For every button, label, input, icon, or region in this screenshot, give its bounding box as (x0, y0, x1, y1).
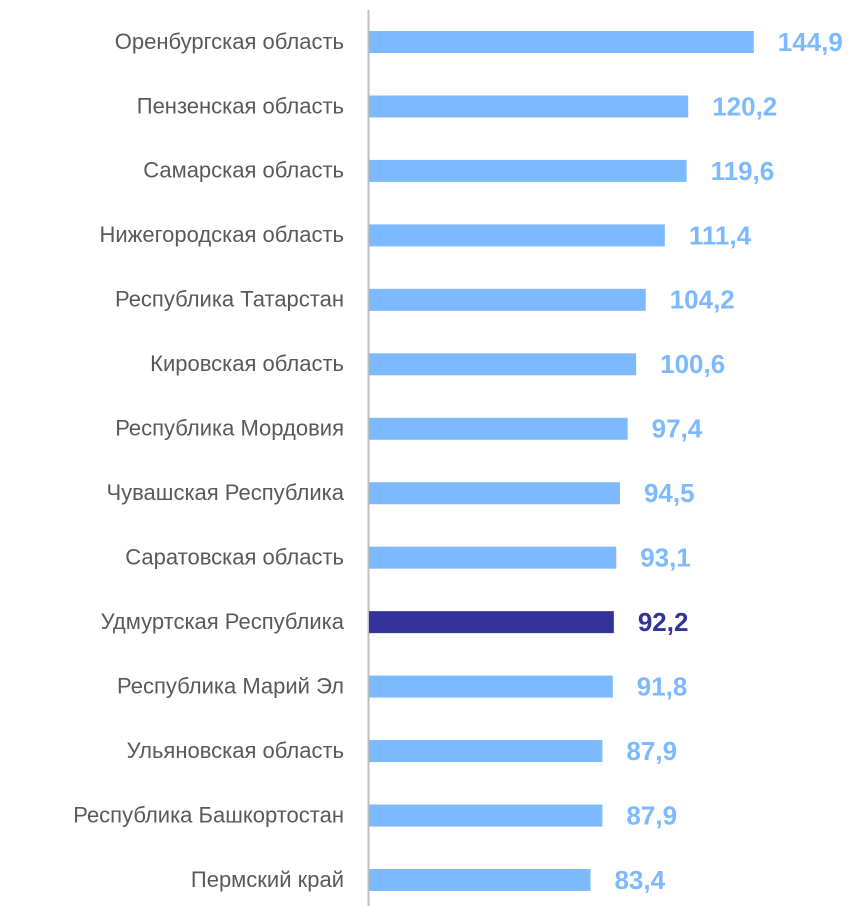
category-label: Пермский край (191, 867, 344, 892)
value-label: 120,2 (712, 91, 777, 121)
bar (369, 804, 603, 827)
category-label: Республика Марий Эл (117, 673, 344, 698)
value-label: 91,8 (637, 671, 688, 701)
value-label: 104,2 (670, 285, 735, 315)
category-label: Саратовская область (125, 544, 344, 569)
category-label: Самарская область (143, 158, 344, 183)
bar (369, 31, 754, 53)
category-label: Нижегородская область (99, 222, 344, 247)
value-label: 97,4 (652, 414, 703, 444)
value-label: 111,4 (689, 220, 752, 250)
bar (369, 224, 665, 247)
category-label: Республика Мордовия (115, 416, 344, 441)
value-label: 92,2 (638, 607, 689, 637)
category-label: Чувашская Республика (106, 480, 344, 505)
bar (369, 95, 689, 118)
value-label: 94,5 (644, 478, 695, 508)
bar (369, 868, 591, 891)
category-label: Оренбургская область (115, 29, 344, 54)
bar (369, 740, 603, 763)
bar (369, 288, 646, 311)
category-label: Кировская область (150, 351, 344, 376)
bar (369, 675, 613, 698)
category-label: Республика Башкортостан (73, 802, 344, 827)
category-label: Пензенская область (137, 93, 344, 118)
value-label: 100,6 (660, 349, 725, 379)
value-label: 87,9 (626, 736, 677, 766)
bar (369, 417, 628, 440)
value-label: 93,1 (640, 543, 691, 573)
bar (369, 611, 614, 634)
bar (369, 482, 620, 505)
value-label: 87,9 (626, 800, 677, 830)
value-label: 83,4 (614, 865, 665, 895)
bar (369, 159, 687, 182)
category-label: Удмуртская Республика (101, 609, 345, 634)
bar (369, 353, 637, 376)
bar (369, 546, 617, 569)
value-label: 119,6 (711, 156, 775, 186)
category-label: Республика Татарстан (115, 287, 344, 312)
value-label: 144,9 (778, 27, 843, 57)
category-label: Ульяновская область (127, 738, 344, 763)
